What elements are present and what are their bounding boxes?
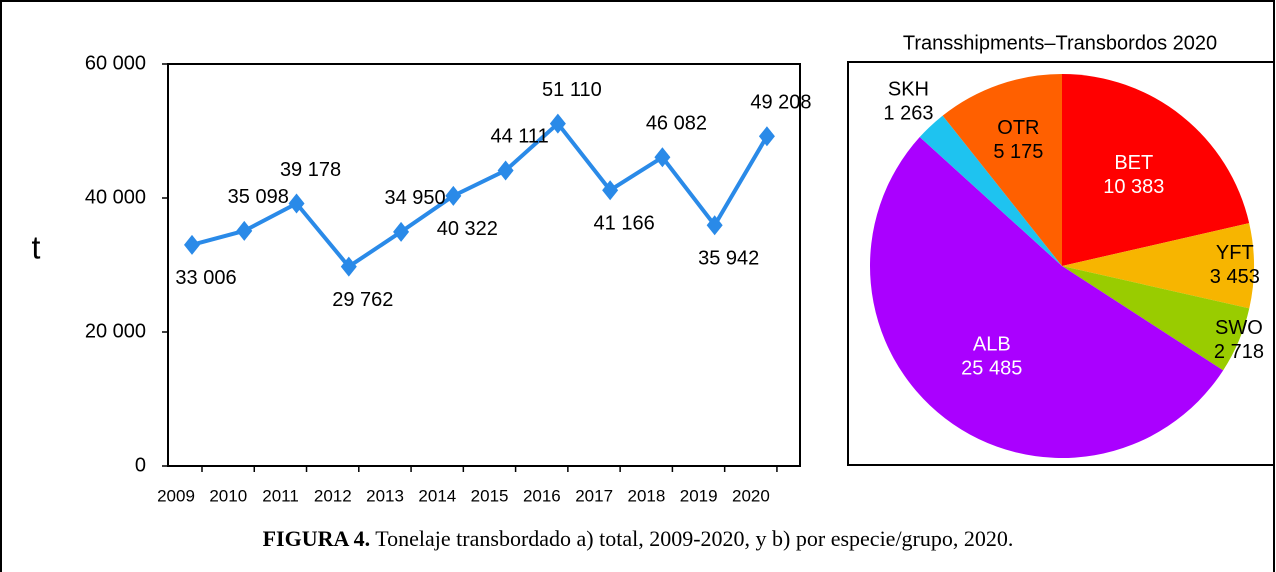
slice-value-label: 5 175 [993,141,1043,163]
x-tick-label: 2009 [157,486,195,505]
x-tick-label: 2017 [575,486,613,505]
marker [184,234,200,255]
y-axis-label: t [32,229,41,265]
x-tick-label: 2019 [680,486,718,505]
slice-label: YFT [1216,242,1254,264]
caption-label: FIGURA 4. [263,526,371,551]
y-tick-label: 60 000 [85,52,146,74]
y-tick-label: 20 000 [85,320,146,342]
pie-slice [1062,266,1250,371]
x-tick-label: 2012 [314,486,352,505]
data-label: 40 322 [437,218,498,240]
marker [654,147,671,168]
data-label: 39 178 [280,159,341,181]
marker [340,256,357,277]
y-tick-label: 40 000 [85,186,146,208]
data-label: 49 208 [750,92,811,114]
series-line [191,120,769,270]
slice-value-label: 3 453 [1210,266,1260,288]
pie-slice [1062,74,1250,266]
slice-value-label: 25 485 [961,358,1022,380]
slice-label: ALB [973,334,1011,356]
marker [236,220,253,241]
pie-slice [942,74,1062,266]
data-label: 33 006 [175,267,236,289]
data-label: 35 098 [228,186,289,208]
pie-slice [869,137,1224,459]
x-tick-label: 2010 [209,486,247,505]
x-tick-label: 2011 [262,486,299,505]
data-label: 29 762 [332,289,393,311]
x-tick-label: 2014 [418,486,456,505]
slice-value-label: 1 263 [883,102,933,124]
marker [393,221,410,242]
slice-label: SWO [1215,317,1263,339]
y-tick-label: 0 [135,454,146,476]
slice-label: SKH [888,78,929,100]
data-label: 35 942 [698,247,759,269]
marker [549,113,566,134]
data-label: 34 950 [384,187,445,209]
data-label: 46 082 [646,113,707,135]
data-label: 41 166 [594,212,655,234]
marker [602,180,619,201]
slice-label: BET [1114,152,1153,174]
x-tick-label: 2013 [366,486,404,505]
x-tick-label: 2020 [732,486,770,505]
pie-slice [1062,223,1254,309]
slice-label: OTR [997,117,1039,139]
marker [288,193,305,214]
marker [758,126,775,147]
x-tick-label: 2018 [627,486,665,505]
pie-title: Transshipments–Transbordos 2020 [903,32,1217,54]
x-tick-label: 2015 [471,486,509,505]
marker [445,185,462,206]
x-tick-label: 2016 [523,486,561,505]
marker [706,215,723,236]
data-label: 51 110 [542,79,602,101]
caption: FIGURA 4. Tonelaje transbordado a) total… [263,526,1014,551]
line-plot-frame [167,63,801,467]
pie-frame [847,61,1275,466]
caption-text: Tonelaje transbordado a) total, 2009-202… [375,526,1013,551]
marker [497,160,514,181]
pie-slice [919,115,1062,266]
slice-value-label: 2 718 [1214,341,1264,363]
data-label: 44 111 [490,126,548,148]
slice-value-label: 10 383 [1103,176,1164,198]
